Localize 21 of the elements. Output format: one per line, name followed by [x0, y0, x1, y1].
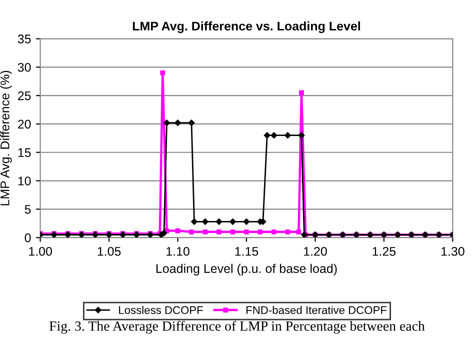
legend-label: Lossless DCOPF — [119, 306, 203, 314]
y-tick-label: 10 — [18, 176, 31, 186]
y-axis-title: LMP Avg. Difference (%) — [0, 70, 12, 206]
y-tick-label: 30 — [18, 62, 31, 72]
x-axis-title: Loading Level (p.u. of base load) — [156, 264, 337, 276]
chart-title: LMP Avg. Difference vs. Loading Level — [132, 21, 360, 34]
x-tick-label: 1.25 — [372, 246, 396, 256]
y-tick-label: 25 — [18, 91, 31, 100]
y-tick-label: 15 — [18, 148, 31, 158]
y-tick-label: 5 — [24, 205, 31, 214]
legend-label: FND-based Iterative DCOPF — [246, 306, 387, 314]
x-tick-label: 1.15 — [235, 247, 258, 256]
y-tick-label: 20 — [18, 120, 31, 129]
x-tick-label: 1.10 — [166, 246, 190, 256]
caption: Fig. 3. The Average Difference of LMP in Percentage between each — [49, 320, 425, 334]
x-tick-label: 1.30 — [441, 246, 464, 256]
x-tick-label: 1.20 — [304, 246, 327, 256]
y-tick-label: 0 — [24, 233, 31, 242]
y-tick-label: 35 — [18, 34, 31, 44]
x-tick-label: 1.05 — [98, 246, 121, 256]
x-tick-label: 1.00 — [29, 246, 52, 256]
